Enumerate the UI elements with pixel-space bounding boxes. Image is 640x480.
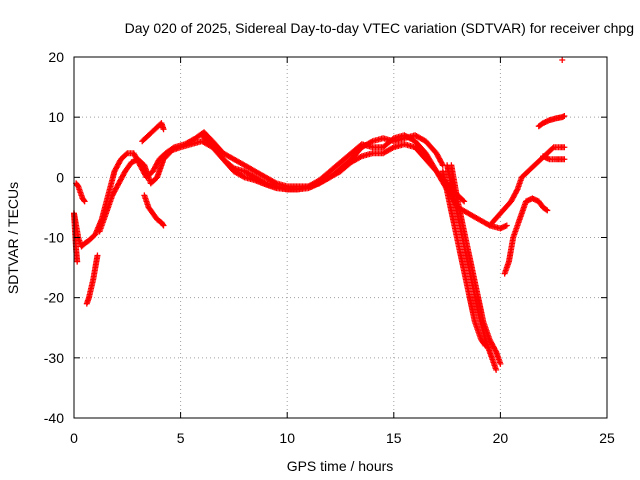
data-point-track-c xyxy=(389,145,396,152)
x-tick-label: 25 xyxy=(599,430,615,446)
data-point-drop-2 xyxy=(492,347,499,354)
plot-frame xyxy=(73,56,608,419)
data-point-recovery-b xyxy=(544,207,551,214)
data-point-early-dip xyxy=(94,252,101,259)
data-point-drop-3 xyxy=(481,341,488,348)
data-point-track-c xyxy=(240,173,247,180)
x-tick-label: 15 xyxy=(386,430,402,446)
data-point-drop-1 xyxy=(493,366,500,373)
y-tick-label: 20 xyxy=(48,49,64,65)
data-point-track-c xyxy=(461,198,468,205)
y-axis-label: SDTVAR / TECUs xyxy=(5,182,21,294)
data-point-recovery-a xyxy=(549,145,556,152)
data-point-recovery-a xyxy=(513,187,520,194)
data-point-recovery-a xyxy=(561,144,568,151)
data-point-track-a xyxy=(123,151,130,158)
x-tick-label: 10 xyxy=(279,430,295,446)
y-tick-label: -20 xyxy=(44,290,64,306)
y-tick-label: 0 xyxy=(56,169,64,185)
x-tick-label: 0 xyxy=(70,430,78,446)
axis-ticks: 0 5 10 15 20 25 -40 -30 -20 -10 0 10 20 xyxy=(44,49,615,446)
y-tick-label: -40 xyxy=(44,410,64,426)
data-point-track-b xyxy=(368,138,375,145)
data-point-late-spike xyxy=(559,57,566,64)
data-point-track-c xyxy=(460,197,467,204)
data-point-track-b xyxy=(439,160,446,167)
data-point-small-a xyxy=(80,197,87,204)
data-point-track-c xyxy=(357,154,364,161)
data-point-late-top xyxy=(561,112,568,119)
x-tick-label: 5 xyxy=(177,430,185,446)
data-point-recovery-b xyxy=(543,206,550,213)
y-tick-label: -10 xyxy=(44,230,64,246)
data-point-small-a xyxy=(81,198,88,205)
data-point-spikes xyxy=(160,126,167,133)
grid xyxy=(74,57,607,418)
y-tick-label: -30 xyxy=(44,350,64,366)
chart-title: Day 020 of 2025, Sidereal Day-to-day VTE… xyxy=(125,20,634,36)
y-tick-label: 10 xyxy=(48,109,64,125)
data-point-drop-3 xyxy=(482,342,489,349)
data-point-late-mid xyxy=(561,156,568,163)
data-point-small-b xyxy=(160,222,167,229)
x-tick-label: 20 xyxy=(493,430,509,446)
data-point-small-b xyxy=(159,221,166,228)
data-point-drop-2 xyxy=(497,360,504,367)
x-axis-label: GPS time / hours xyxy=(287,458,394,474)
data-point-start-spike xyxy=(74,258,81,265)
data-point-track-a xyxy=(503,222,510,229)
data-points xyxy=(71,57,568,373)
